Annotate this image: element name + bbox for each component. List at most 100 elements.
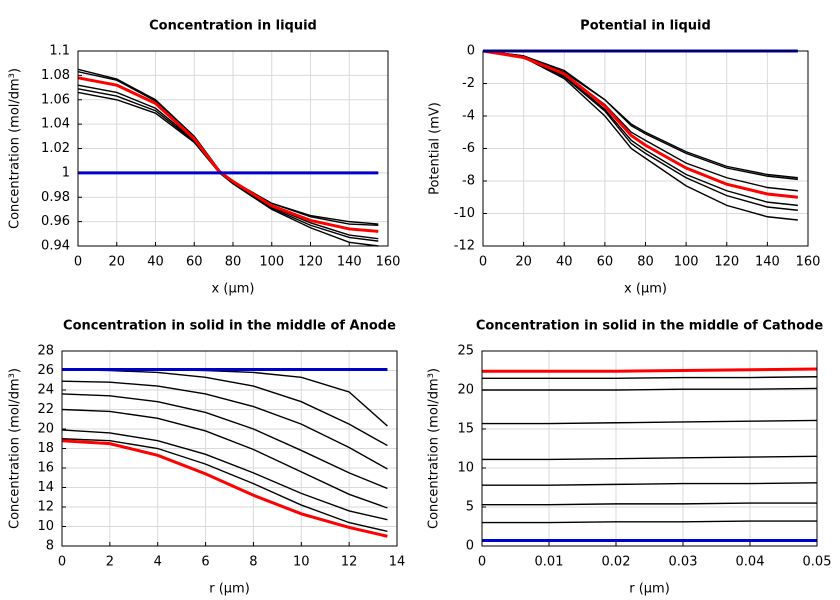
chart-title: Concentration in solid in the middle of … — [476, 319, 824, 334]
x-tick-label: 0.03 — [669, 555, 698, 570]
data-line — [482, 482, 818, 486]
y-tick-label: 22 — [37, 402, 54, 417]
data-line — [77, 84, 379, 240]
data-line — [482, 50, 798, 181]
y-tick-label: 20 — [457, 383, 474, 398]
chart-title: Concentration in solid in the middle of … — [63, 319, 396, 334]
y-tick-label: 0.94 — [41, 239, 70, 254]
y-tick-label: 10 — [37, 519, 54, 534]
x-tick-label: 0.01 — [535, 555, 564, 570]
data-line — [77, 88, 379, 242]
y-tick-label: 24 — [37, 383, 54, 398]
plot-frame — [481, 350, 818, 547]
y-tick-label: 26 — [37, 363, 54, 378]
y-axis-label: Concentration (mol/dm³) — [427, 368, 442, 529]
x-tick-label: 0.05 — [803, 555, 832, 570]
x-tick-label: 40 — [556, 255, 573, 270]
y-tick-label: 0 — [467, 44, 475, 59]
x-axis-label: r (µm) — [629, 582, 670, 597]
y-tick-label: -8 — [462, 174, 475, 189]
x-tick-label: 2 — [106, 555, 114, 570]
data-line — [482, 455, 818, 461]
data-line — [61, 368, 388, 447]
y-tick-label: 25 — [457, 344, 474, 359]
y-axis-label: Concentration (mol/dm³) — [8, 68, 23, 229]
y-tick-label: 5 — [466, 500, 474, 515]
y-tick-label: 1 — [62, 165, 70, 180]
x-tick-label: 0 — [479, 255, 487, 270]
y-tick-label: 0.96 — [41, 214, 70, 229]
data-line — [62, 368, 388, 427]
data-line — [482, 50, 798, 207]
y-tick-label: 0 — [466, 539, 474, 554]
data-line — [61, 438, 388, 533]
subplot: Concentration in liquid 0 20 40 60 80 100 120 14… — [8, 19, 401, 297]
subplot: Potential in liquid 0 20 40 60 80 100 120 140 160… — [428, 19, 821, 297]
x-tick-label: 80 — [225, 255, 242, 270]
x-tick-label: 8 — [249, 555, 257, 570]
x-tick-label: 160 — [376, 255, 401, 270]
data-line — [482, 49, 798, 199]
x-tick-label: 0 — [74, 255, 82, 270]
subplot: Concentration in solid in the middle of … — [427, 319, 832, 597]
x-tick-label: 4 — [154, 555, 162, 570]
data-line — [482, 419, 818, 425]
data-line — [61, 380, 388, 470]
y-tick-label: 20 — [37, 422, 54, 437]
plot-frame — [61, 350, 398, 547]
x-tick-label: 12 — [341, 555, 358, 570]
y-tick-label: 1.04 — [41, 117, 70, 132]
data-line — [61, 429, 388, 521]
data-line — [77, 91, 379, 247]
data-line — [482, 50, 798, 192]
data-line — [482, 50, 798, 221]
x-tick-label: 0.02 — [602, 555, 631, 570]
data-line — [77, 76, 379, 233]
x-tick-label: 14 — [389, 555, 406, 570]
data-line — [482, 50, 798, 211]
y-tick-label: 8 — [46, 539, 54, 554]
x-tick-label: 80 — [637, 255, 654, 270]
data-line — [482, 502, 817, 506]
data-line — [482, 50, 798, 179]
y-tick-label: -2 — [462, 76, 475, 91]
x-tick-label: 120 — [714, 255, 739, 270]
x-axis-label: r (µm) — [209, 582, 250, 597]
subplot: Concentration in solid in the middle of … — [8, 319, 406, 597]
plot-frame — [482, 50, 809, 247]
y-tick-label: 1.1 — [49, 44, 70, 59]
y-tick-label: 15 — [457, 422, 474, 437]
data-line — [61, 439, 388, 538]
data-line — [61, 393, 388, 490]
x-tick-label: 60 — [597, 255, 614, 270]
data-line — [77, 68, 379, 225]
y-tick-label: 0.98 — [41, 190, 70, 205]
data-line — [482, 387, 818, 391]
data-line — [482, 367, 818, 373]
x-tick-label: 10 — [293, 555, 310, 570]
x-tick-label: 40 — [147, 255, 164, 270]
y-tick-label: -4 — [462, 109, 475, 124]
y-tick-label: -12 — [454, 239, 475, 254]
y-axis-label: Potential (mV) — [428, 102, 443, 195]
x-tick-label: 100 — [674, 255, 699, 270]
y-tick-label: -10 — [454, 206, 475, 221]
x-tick-label: 120 — [298, 255, 323, 270]
chart-title: Concentration in liquid — [149, 19, 317, 34]
x-tick-label: 20 — [515, 255, 532, 270]
y-tick-label: 1.06 — [41, 92, 70, 107]
y-tick-label: 14 — [37, 480, 54, 495]
y-tick-label: 12 — [37, 500, 54, 515]
x-tick-label: 100 — [259, 255, 284, 270]
x-tick-label: 140 — [755, 255, 780, 270]
y-tick-label: -6 — [462, 141, 475, 156]
plot-frame — [77, 50, 389, 247]
x-tick-label: 0 — [58, 555, 66, 570]
data-line — [61, 408, 388, 509]
x-axis-label: x (µm) — [212, 282, 255, 297]
y-tick-label: 1.08 — [41, 68, 70, 83]
x-tick-label: 6 — [201, 555, 209, 570]
y-tick-label: 18 — [37, 441, 54, 456]
data-line — [482, 520, 817, 524]
